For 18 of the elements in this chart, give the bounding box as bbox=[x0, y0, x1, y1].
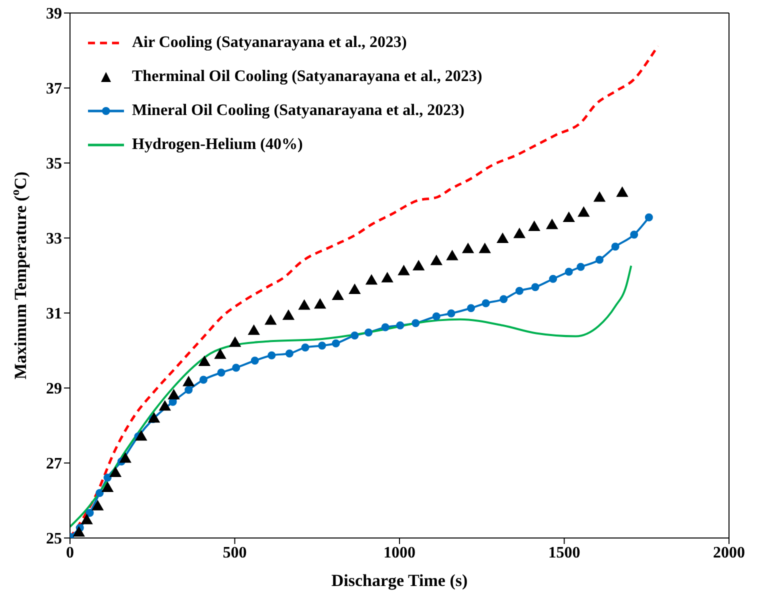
y-tick-label: 37 bbox=[46, 80, 62, 98]
x-tick-label: 1500 bbox=[548, 544, 580, 562]
x-tick-label: 2000 bbox=[713, 544, 745, 562]
y-tick-label: 31 bbox=[46, 306, 62, 323]
x-axis-title: Discharge Time (s) bbox=[331, 571, 468, 590]
x-tick-label: 1000 bbox=[384, 544, 416, 562]
y-tick-label: 27 bbox=[46, 456, 62, 473]
x-tick-label: 0 bbox=[66, 544, 74, 562]
y-tick-label: 29 bbox=[46, 380, 62, 398]
y-tick-label: 33 bbox=[46, 230, 62, 248]
legend-label: Air Cooling (Satyanarayana et al., 2023) bbox=[132, 34, 407, 52]
x-tick-label: 500 bbox=[222, 544, 247, 562]
legend-label: Therminal Oil Cooling (Satyanarayana et al., 2023) bbox=[132, 68, 482, 86]
y-tick-label: 39 bbox=[46, 6, 62, 23]
y-tick-label: 35 bbox=[46, 156, 62, 173]
legend-label: Mineral Oil Cooling (Satyanarayana et al., 2023) bbox=[132, 102, 464, 120]
y-tick-label: 25 bbox=[46, 530, 62, 548]
legend-label: Hydrogen-Helium (40%) bbox=[132, 136, 303, 154]
